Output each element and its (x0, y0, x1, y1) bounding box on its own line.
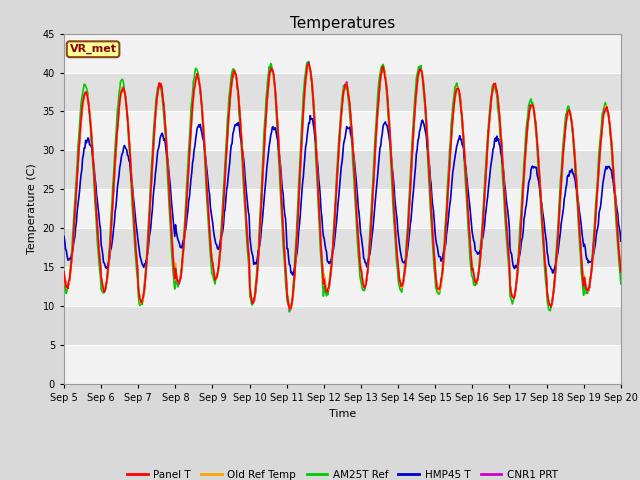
Text: VR_met: VR_met (70, 44, 116, 54)
Bar (64, 306, 621, 345)
Bar (64, 189, 621, 228)
Y-axis label: Temperature (C): Temperature (C) (27, 163, 37, 254)
Bar (64, 72, 621, 111)
Bar (64, 34, 621, 72)
X-axis label: Time: Time (329, 408, 356, 419)
Bar (64, 267, 621, 306)
Title: Temperatures: Temperatures (290, 16, 395, 31)
Bar (64, 228, 621, 267)
Bar (64, 111, 621, 150)
Bar (64, 345, 621, 384)
Legend: Panel T, Old Ref Temp, AM25T Ref, HMP45 T, CNR1 PRT: Panel T, Old Ref Temp, AM25T Ref, HMP45 … (123, 466, 562, 480)
Bar (64, 150, 621, 189)
